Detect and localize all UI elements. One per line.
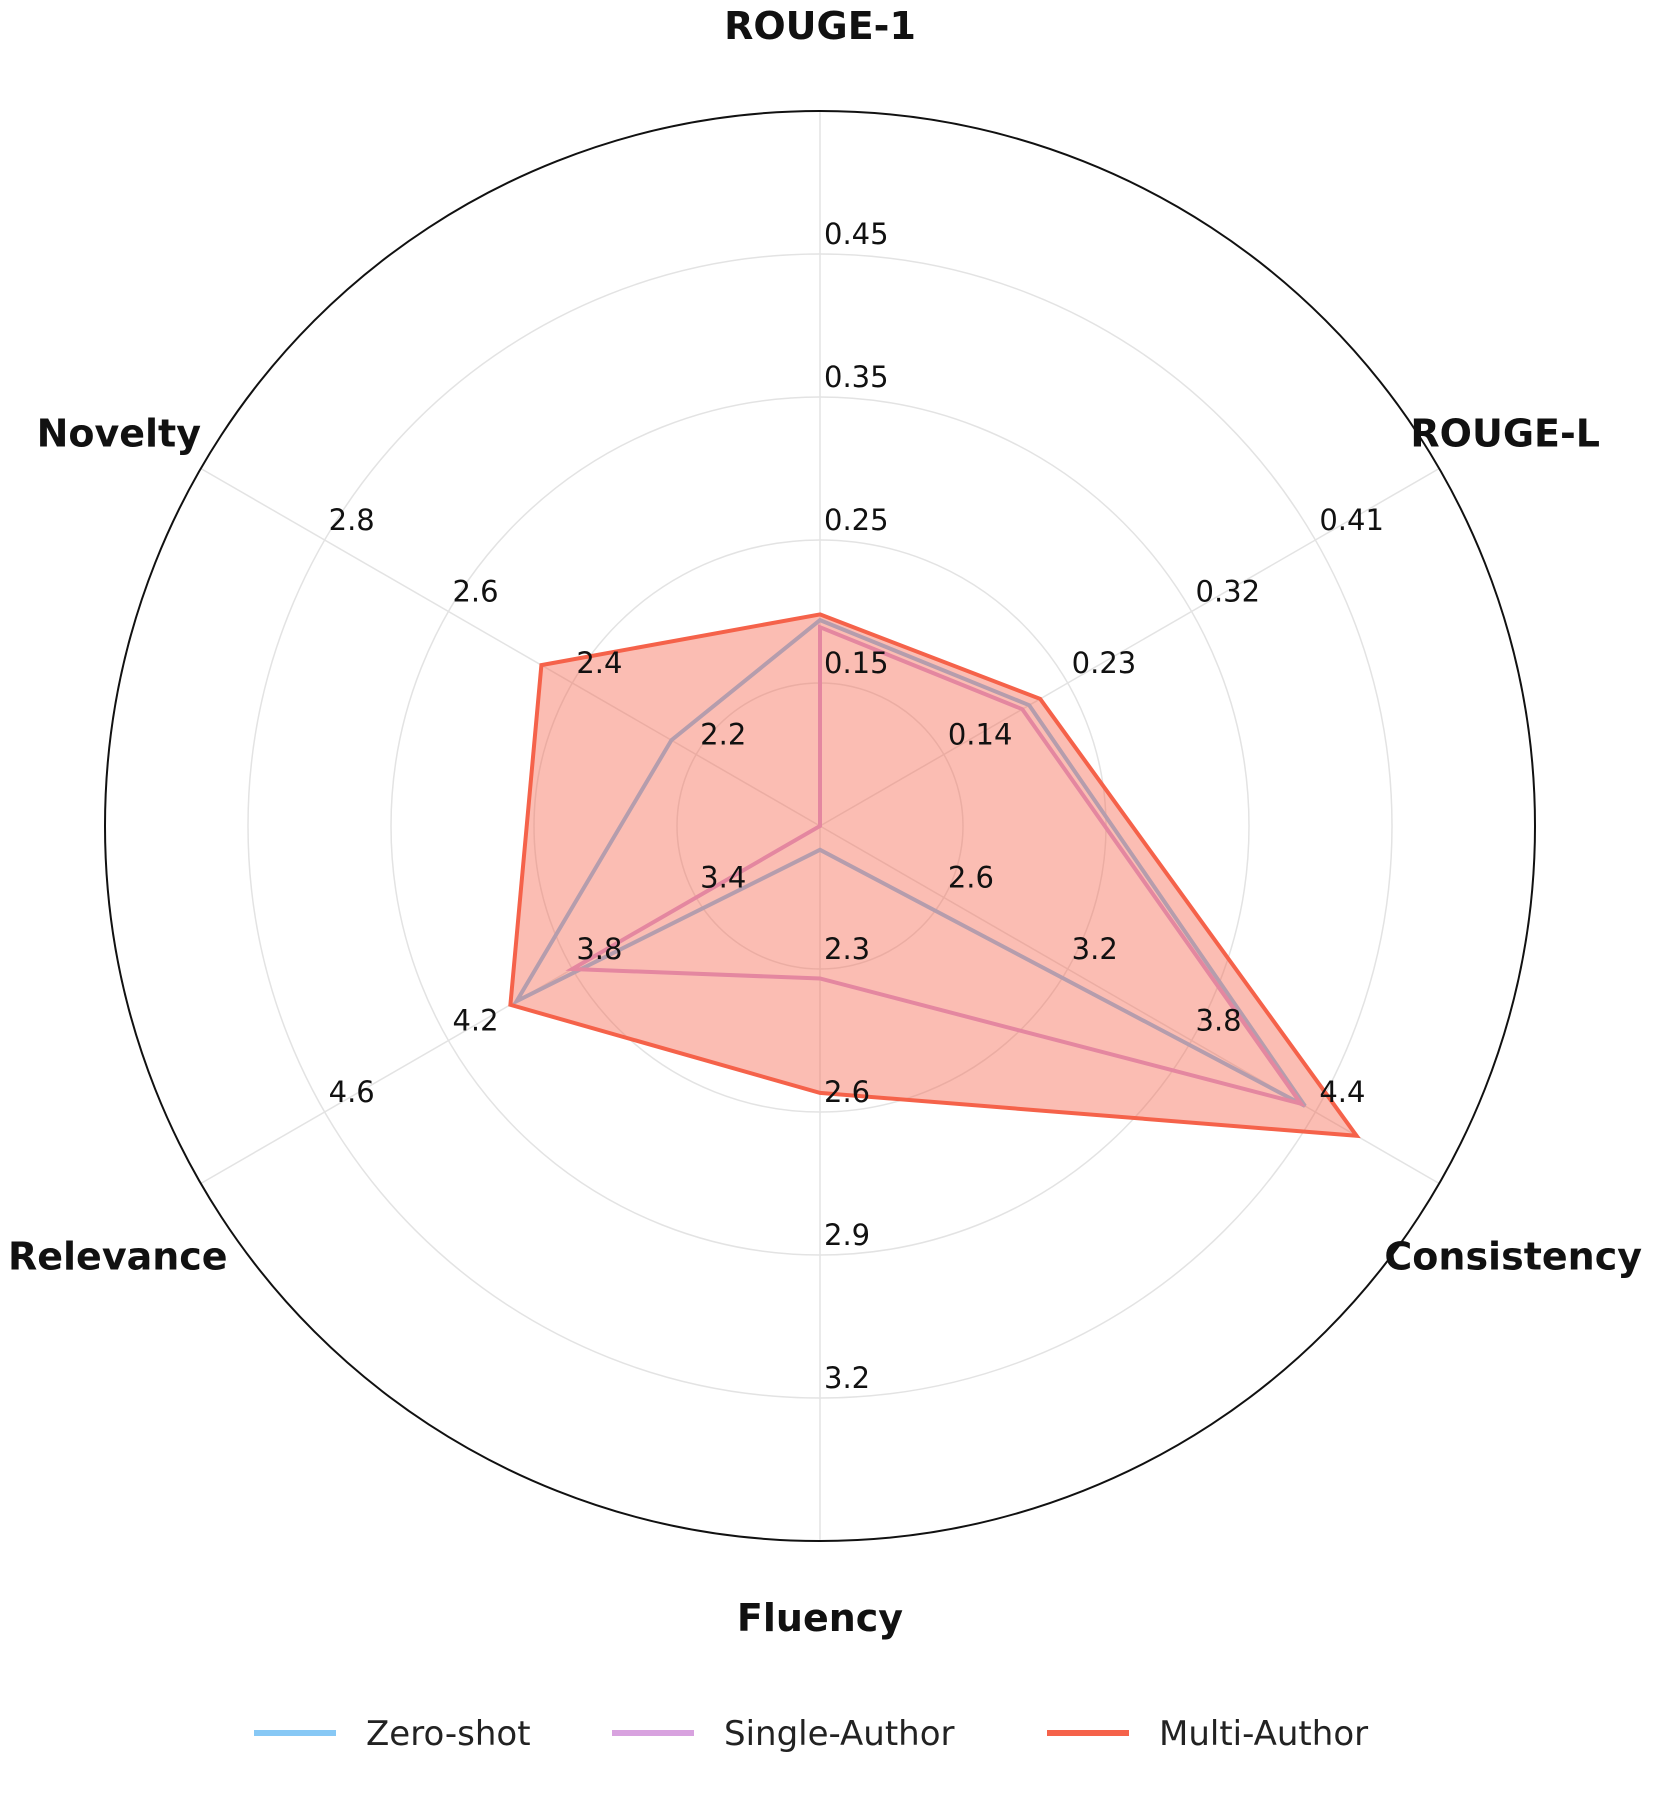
- tick-label: 0.25: [824, 503, 889, 537]
- tick-label: 3.8: [576, 932, 622, 966]
- axis-label-consistency: Consistency: [1384, 1235, 1642, 1279]
- tick-label: 2.8: [329, 503, 375, 537]
- tick-label: 0.23: [1072, 646, 1137, 680]
- axis-spoke: [819, 825, 1440, 1185]
- tick-label: 4.2: [452, 1004, 498, 1038]
- series-plot: [508, 612, 1361, 1139]
- axis-label-rouge-1: ROUGE-1: [724, 4, 916, 48]
- axis-spoke: [819, 467, 1440, 827]
- tick-label: 3.2: [824, 1361, 870, 1395]
- tick-label: 2.4: [576, 646, 622, 680]
- tick-label: 0.32: [1196, 575, 1261, 609]
- outer-circle: [104, 110, 1536, 1542]
- series-single-author: [565, 624, 1306, 1108]
- axis-spoke: [200, 467, 821, 827]
- tick-label: 2.2: [700, 718, 746, 752]
- tick-label: 2.3: [824, 932, 870, 966]
- axis-label-fluency: Fluency: [737, 1596, 903, 1640]
- tick-label: 3.8: [1196, 1004, 1242, 1038]
- tick-label: 3.2: [1072, 932, 1118, 966]
- tick-label: 0.14: [948, 718, 1013, 752]
- axis-label-rouge-l: ROUGE-L: [1410, 412, 1600, 456]
- tick-label: 3.4: [700, 861, 746, 895]
- axis-labels: ROUGE-1 ROUGE-L Consistency Fluency Relevanc…: [8, 4, 1642, 1640]
- tick-label: 0.15: [824, 646, 889, 680]
- tick-label: 4.6: [329, 1075, 375, 1109]
- tick-label: 2.6: [452, 575, 498, 609]
- tick-label: 2.6: [824, 1075, 870, 1109]
- tick-label: 2.9: [824, 1218, 870, 1252]
- series-multi-author: [508, 612, 1361, 1139]
- tick-label: 2.6: [948, 861, 994, 895]
- legend: Zero-shot Single-Author Multi-Author: [254, 1714, 1368, 1754]
- axis-label-novelty: Novelty: [37, 412, 202, 456]
- tick-label: 4.4: [1319, 1075, 1365, 1109]
- tick-label: 0.35: [824, 360, 889, 394]
- series-zero-shot: [511, 617, 1307, 1108]
- legend-label: Zero-shot: [366, 1714, 531, 1754]
- axis-label-relevance: Relevance: [8, 1235, 228, 1279]
- tick-label: 0.45: [824, 217, 889, 251]
- tick-labels: 0.15 0.25 0.35 0.45 0.14 0.23 0.32 0.41 2.6 3.2 3.…: [329, 217, 1384, 1395]
- tick-label: 0.41: [1319, 503, 1384, 537]
- legend-label: Multi-Author: [1159, 1714, 1368, 1754]
- legend-label: Single-Author: [724, 1714, 955, 1754]
